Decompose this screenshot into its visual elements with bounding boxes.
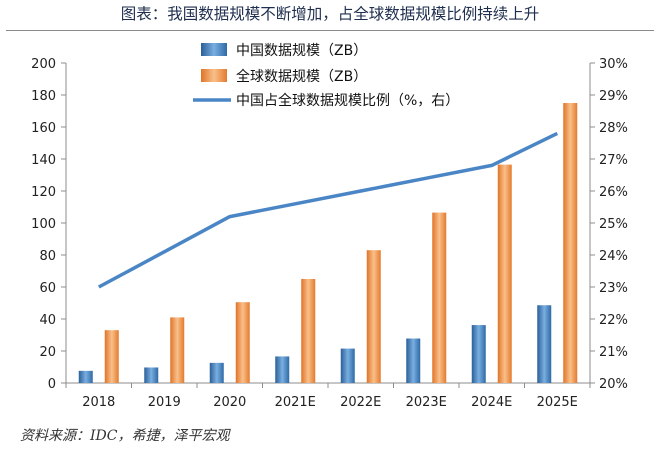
x-tick-label: 2024E	[471, 395, 512, 410]
legend-swatch-china	[201, 43, 227, 56]
y-left-tick-label: 160	[31, 121, 56, 136]
y-right-tick-label: 22%	[599, 313, 628, 328]
y-right-tick-label: 23%	[599, 281, 628, 296]
y-right-tick-label: 24%	[599, 249, 628, 264]
bar-global	[301, 279, 316, 383]
bar-global	[432, 212, 447, 383]
y-left-tick-label: 0	[48, 377, 56, 392]
y-right-tick-label: 21%	[599, 345, 628, 360]
legend-swatch-global	[201, 69, 227, 82]
y-left-tick-label: 140	[31, 153, 56, 168]
y-right-tick-label: 25%	[599, 217, 628, 232]
bar-china	[275, 356, 290, 383]
ratio-line	[97, 131, 559, 289]
title-divider	[6, 30, 654, 31]
y-left-tick-label: 20	[39, 345, 56, 360]
y-right-tick-label: 26%	[599, 185, 628, 200]
y-left-tick-label: 60	[39, 281, 56, 296]
x-tick-label: 2018	[82, 395, 115, 410]
bar-china	[340, 348, 355, 383]
y-right-tick-label: 27%	[599, 153, 628, 168]
bar-china	[78, 370, 93, 383]
y-left-tick-label: 200	[31, 57, 56, 72]
bar-global	[563, 103, 578, 383]
y-left-tick-label: 100	[31, 217, 56, 232]
bar-china	[406, 338, 421, 383]
bar-global	[366, 250, 381, 383]
bar-global	[235, 302, 250, 383]
x-tick-label: 2019	[148, 395, 181, 410]
bar-china	[144, 367, 159, 383]
axes	[61, 62, 595, 388]
x-tick-label: 2022E	[340, 395, 381, 410]
x-tick-label: 2025E	[537, 395, 578, 410]
x-tick-label: 2021E	[275, 395, 316, 410]
y-right-tick-label: 20%	[599, 377, 628, 392]
bar-global	[497, 164, 512, 383]
tick-labels: 0 20 40 60 80 100 120 140 160 180 200 20% 21% 22% 23% 2…	[31, 57, 628, 410]
chart-title: 图表：我国数据规模不断增加，占全球数据规模比例持续上升	[120, 5, 540, 23]
bar-china	[471, 325, 486, 383]
y-right-tick-label: 29%	[599, 89, 628, 104]
x-tick-label: 2020	[213, 395, 246, 410]
bars	[78, 103, 578, 383]
bar-global	[104, 330, 119, 383]
y-right-tick-label: 30%	[599, 57, 628, 72]
y-left-tick-label: 80	[39, 249, 56, 264]
legend-label-global: 全球数据规模（ZB）	[236, 68, 367, 85]
legend-label-china: 中国数据规模（ZB）	[236, 43, 367, 59]
legend-label-ratio: 中国占全球数据规模比例（%，右）	[236, 92, 459, 109]
x-tick-label: 2023E	[406, 395, 447, 410]
bar-china	[537, 305, 552, 383]
y-left-tick-label: 180	[31, 89, 56, 104]
bar-global	[170, 317, 185, 383]
y-left-tick-label: 120	[31, 185, 56, 200]
y-right-tick-label: 28%	[599, 121, 628, 136]
y-left-tick-label: 40	[39, 313, 56, 328]
source-note: 资料来源：IDC，希捷，泽平宏观	[20, 428, 230, 444]
bar-china	[209, 362, 224, 383]
legend: 中国数据规模（ZB） 全球数据规模（ZB） 中国占全球数据规模比例（%，右）	[193, 43, 459, 109]
ratio-line-layer	[97, 131, 559, 289]
